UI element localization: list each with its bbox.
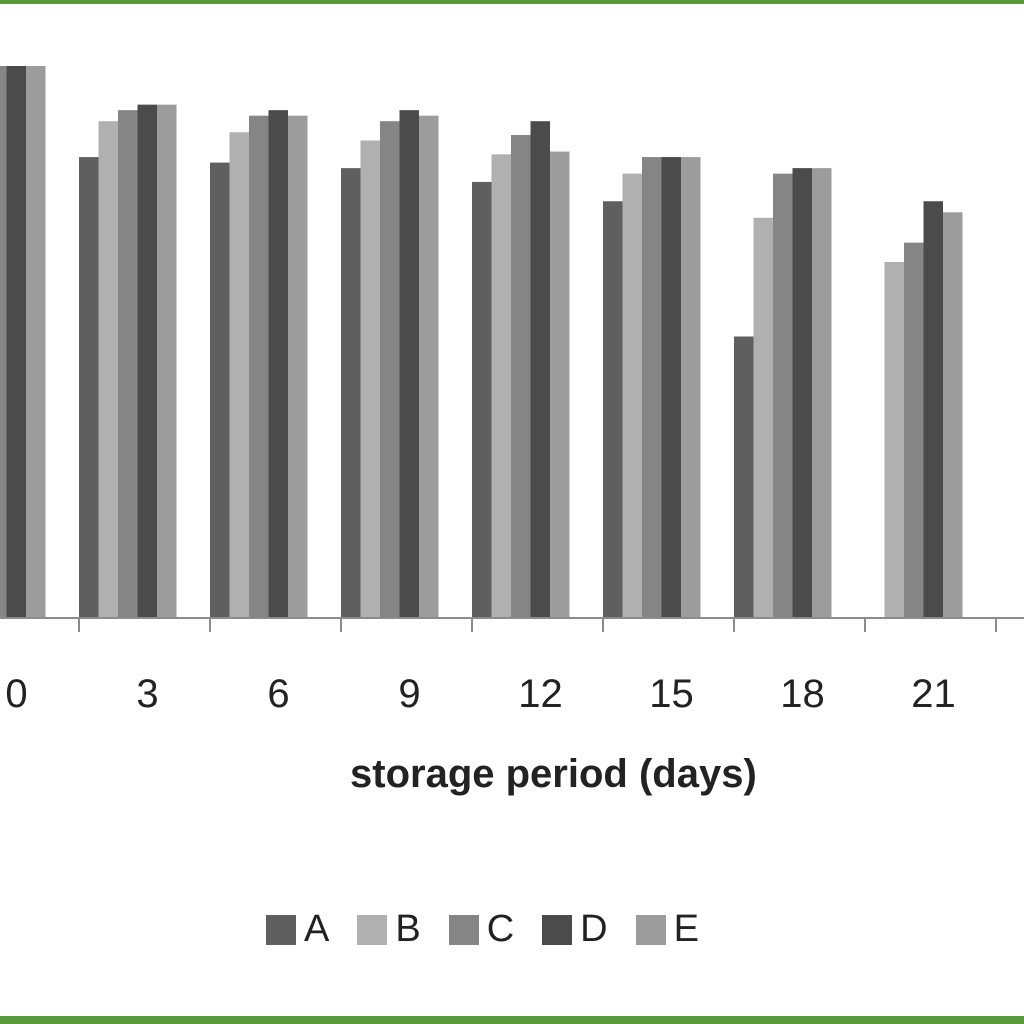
bar-D-21 <box>923 201 943 619</box>
bar-E-18 <box>812 168 832 618</box>
legend-label: C <box>486 908 515 950</box>
legend-label: E <box>673 908 699 950</box>
legend-swatch <box>542 914 573 945</box>
bar-C-6 <box>249 115 269 619</box>
bar-B-12 <box>491 154 511 618</box>
bar-C-0 <box>0 66 7 618</box>
x-axis-title: storage period (days) <box>350 752 757 796</box>
x-tick-label-9: 9 <box>398 672 420 716</box>
x-tick-label-3: 3 <box>136 672 158 716</box>
bar-C-3 <box>118 110 138 618</box>
legend-item-A: A <box>266 908 329 951</box>
legend-item-B: B <box>357 908 421 951</box>
bar-D-18 <box>792 168 812 618</box>
x-tick-label-18: 18 <box>780 672 825 716</box>
bar-C-18 <box>773 173 793 618</box>
bar-A-18 <box>734 336 754 618</box>
bar-chart: 0 3 6 9 12 15 18 21 <box>0 66 1024 716</box>
bar-D-9 <box>399 110 419 618</box>
bar-A-15 <box>603 201 623 619</box>
bar-C-9 <box>380 121 400 618</box>
legend-item-D: D <box>542 908 608 951</box>
bar-E-3 <box>157 104 177 618</box>
bar-E-6 <box>288 115 308 619</box>
legend-label: B <box>395 908 421 950</box>
bar-B-21 <box>884 261 904 618</box>
x-tick-label-12: 12 <box>518 672 563 716</box>
legend-item-E: E <box>635 908 699 951</box>
legend-swatch <box>635 914 666 945</box>
bar-B-6 <box>229 132 249 619</box>
bar-B-3 <box>98 121 118 618</box>
legend-label: D <box>580 908 608 950</box>
legend: A B C D E <box>266 908 727 951</box>
legend-item-C: C <box>448 908 515 951</box>
legend-swatch <box>266 914 296 945</box>
bar-E-15 <box>681 157 701 618</box>
legend-label: A <box>304 908 330 950</box>
bar-A-9 <box>341 168 361 618</box>
bar-A-12 <box>472 181 492 619</box>
bar-D-15 <box>661 157 681 618</box>
x-tick-label-6: 6 <box>267 672 289 716</box>
bar-C-15 <box>642 157 662 618</box>
bar-A-3 <box>79 157 99 618</box>
bar-C-12 <box>511 135 531 618</box>
x-tick-label-15: 15 <box>649 672 694 716</box>
x-tick-label-0: 0 <box>5 672 27 716</box>
bar-D-3 <box>137 104 157 618</box>
bar-B-15 <box>622 173 642 618</box>
bar-D-12 <box>530 121 550 618</box>
legend-swatch <box>357 914 388 945</box>
bar-C-21 <box>904 242 924 618</box>
bar-A-6 <box>210 162 230 618</box>
legend-swatch <box>448 914 479 945</box>
bar-B-18 <box>753 217 773 619</box>
frame-top-border <box>0 0 1024 4</box>
bar-B-9 <box>360 140 380 618</box>
frame-bottom-border <box>0 1016 1024 1024</box>
bar-D-0 <box>6 66 26 618</box>
x-tick-label-21: 21 <box>911 672 956 716</box>
bar-E-0 <box>26 66 46 618</box>
bar-E-21 <box>943 212 963 618</box>
bar-E-9 <box>419 115 439 619</box>
bar-D-6 <box>268 110 288 618</box>
bar-E-12 <box>550 151 570 618</box>
